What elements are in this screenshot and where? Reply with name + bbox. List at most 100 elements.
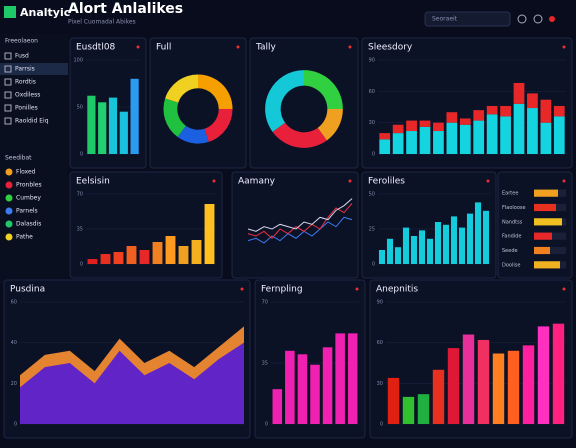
bar: [87, 259, 98, 264]
bar: [492, 353, 505, 424]
panel: [149, 37, 247, 169]
bar: [417, 394, 430, 424]
bar-segment: [513, 103, 525, 154]
sidebar: [0, 34, 68, 284]
bar: [410, 236, 418, 264]
bar: [534, 203, 556, 212]
nav-item[interactable]: Pronbles: [16, 182, 42, 189]
y-tick-label: 90: [369, 58, 375, 64]
bar-segment: [473, 110, 485, 121]
bar: [537, 326, 550, 424]
bar-segment: [540, 99, 552, 123]
donut-slice: [317, 109, 343, 141]
y-tick-label: 60: [377, 340, 383, 346]
bar-segment: [553, 116, 565, 154]
bar: [335, 333, 345, 424]
icon[interactable]: [533, 14, 543, 24]
bar-segment: [392, 133, 404, 154]
bar-segment: [446, 112, 458, 123]
nav-item[interactable]: Cumbey: [16, 195, 41, 202]
nav-item[interactable]: Ponilles: [15, 105, 38, 112]
nav-item[interactable]: Oxdiless: [15, 92, 40, 99]
panel-menu[interactable]: [562, 179, 566, 183]
nav-item[interactable]: Raoldid Eiq: [15, 118, 49, 125]
nav-dot: [5, 233, 13, 241]
donut-slice: [204, 109, 233, 142]
donut-slice: [198, 74, 233, 109]
nav-icon: [4, 78, 12, 86]
y-tick-label: 0: [380, 422, 383, 428]
y-tick-label: 0: [80, 262, 83, 268]
bar-segment: [379, 139, 391, 154]
bar: [347, 333, 358, 424]
panel-menu[interactable]: [236, 45, 240, 49]
bar-segment: [433, 122, 444, 132]
bar: [534, 218, 562, 226]
bar-segment: [459, 124, 471, 154]
nav-item[interactable]: Rordtis: [15, 79, 36, 86]
logo: Analtyic: [20, 6, 70, 19]
donut-slice: [177, 125, 209, 144]
bar: [165, 236, 176, 264]
nav-item[interactable]: Floxed: [16, 169, 36, 176]
avatar[interactable]: [549, 16, 555, 22]
nav-item[interactable]: Pathe: [16, 234, 33, 241]
line-series: [247, 198, 353, 232]
search-box[interactable]: [424, 11, 511, 27]
donut-slice: [272, 122, 327, 148]
panel-menu[interactable]: [348, 179, 352, 183]
bar: [447, 348, 460, 424]
donut-slice: [165, 74, 198, 103]
bar: [113, 252, 124, 264]
bar: [152, 242, 163, 264]
bar: [534, 232, 552, 240]
bar: [474, 202, 482, 264]
bar-segment: [419, 126, 431, 154]
nav-item[interactable]: Parrsis: [15, 66, 35, 73]
panel-menu[interactable]: [136, 45, 140, 49]
panel-menu[interactable]: [562, 287, 566, 291]
bar: [100, 254, 111, 264]
panel-title: Tally: [255, 43, 277, 53]
y-tick-label: 50: [77, 105, 83, 111]
bar: [534, 261, 560, 269]
panel-menu[interactable]: [562, 45, 566, 49]
panel-menu[interactable]: [212, 179, 216, 183]
bar: [272, 389, 283, 424]
sidebar-section: Freeolaeon: [5, 38, 38, 45]
panel-title: Full: [156, 43, 171, 53]
nav-item[interactable]: Parnels: [16, 208, 38, 215]
panel-menu[interactable]: [486, 179, 490, 183]
bar-segment: [500, 116, 511, 154]
row-label: Eartee: [502, 191, 518, 197]
panel-menu[interactable]: [355, 287, 359, 291]
bar: [434, 222, 442, 264]
panel-menu[interactable]: [240, 287, 244, 291]
nav-icon: [4, 117, 12, 125]
donut-slice: [163, 98, 186, 137]
bar: [378, 250, 386, 264]
search-placeholder: Seoraeit: [432, 16, 458, 23]
bar: [191, 240, 202, 264]
panel-menu[interactable]: [348, 45, 352, 49]
bar-segment: [433, 131, 444, 154]
panel-title: Feroliles: [368, 177, 405, 187]
nav-item[interactable]: Fusd: [15, 53, 29, 60]
bar-segment: [459, 118, 471, 125]
y-tick-label: 35: [77, 227, 83, 233]
icon[interactable]: [517, 14, 527, 24]
nav-item[interactable]: Dalasdis: [16, 221, 41, 228]
bar: [285, 350, 295, 424]
row-label: Flaoloose: [502, 205, 526, 211]
donut-slice: [304, 70, 343, 109]
bar: [426, 238, 434, 264]
page-subtitle: Pixel Cuomadal Abikes: [68, 19, 136, 26]
bar: [204, 204, 215, 264]
line-series: [247, 216, 353, 244]
bar-segment: [527, 93, 538, 109]
panel-title: Pusdina: [10, 285, 45, 295]
y-tick-label: 0: [14, 422, 17, 428]
bar: [322, 347, 333, 424]
